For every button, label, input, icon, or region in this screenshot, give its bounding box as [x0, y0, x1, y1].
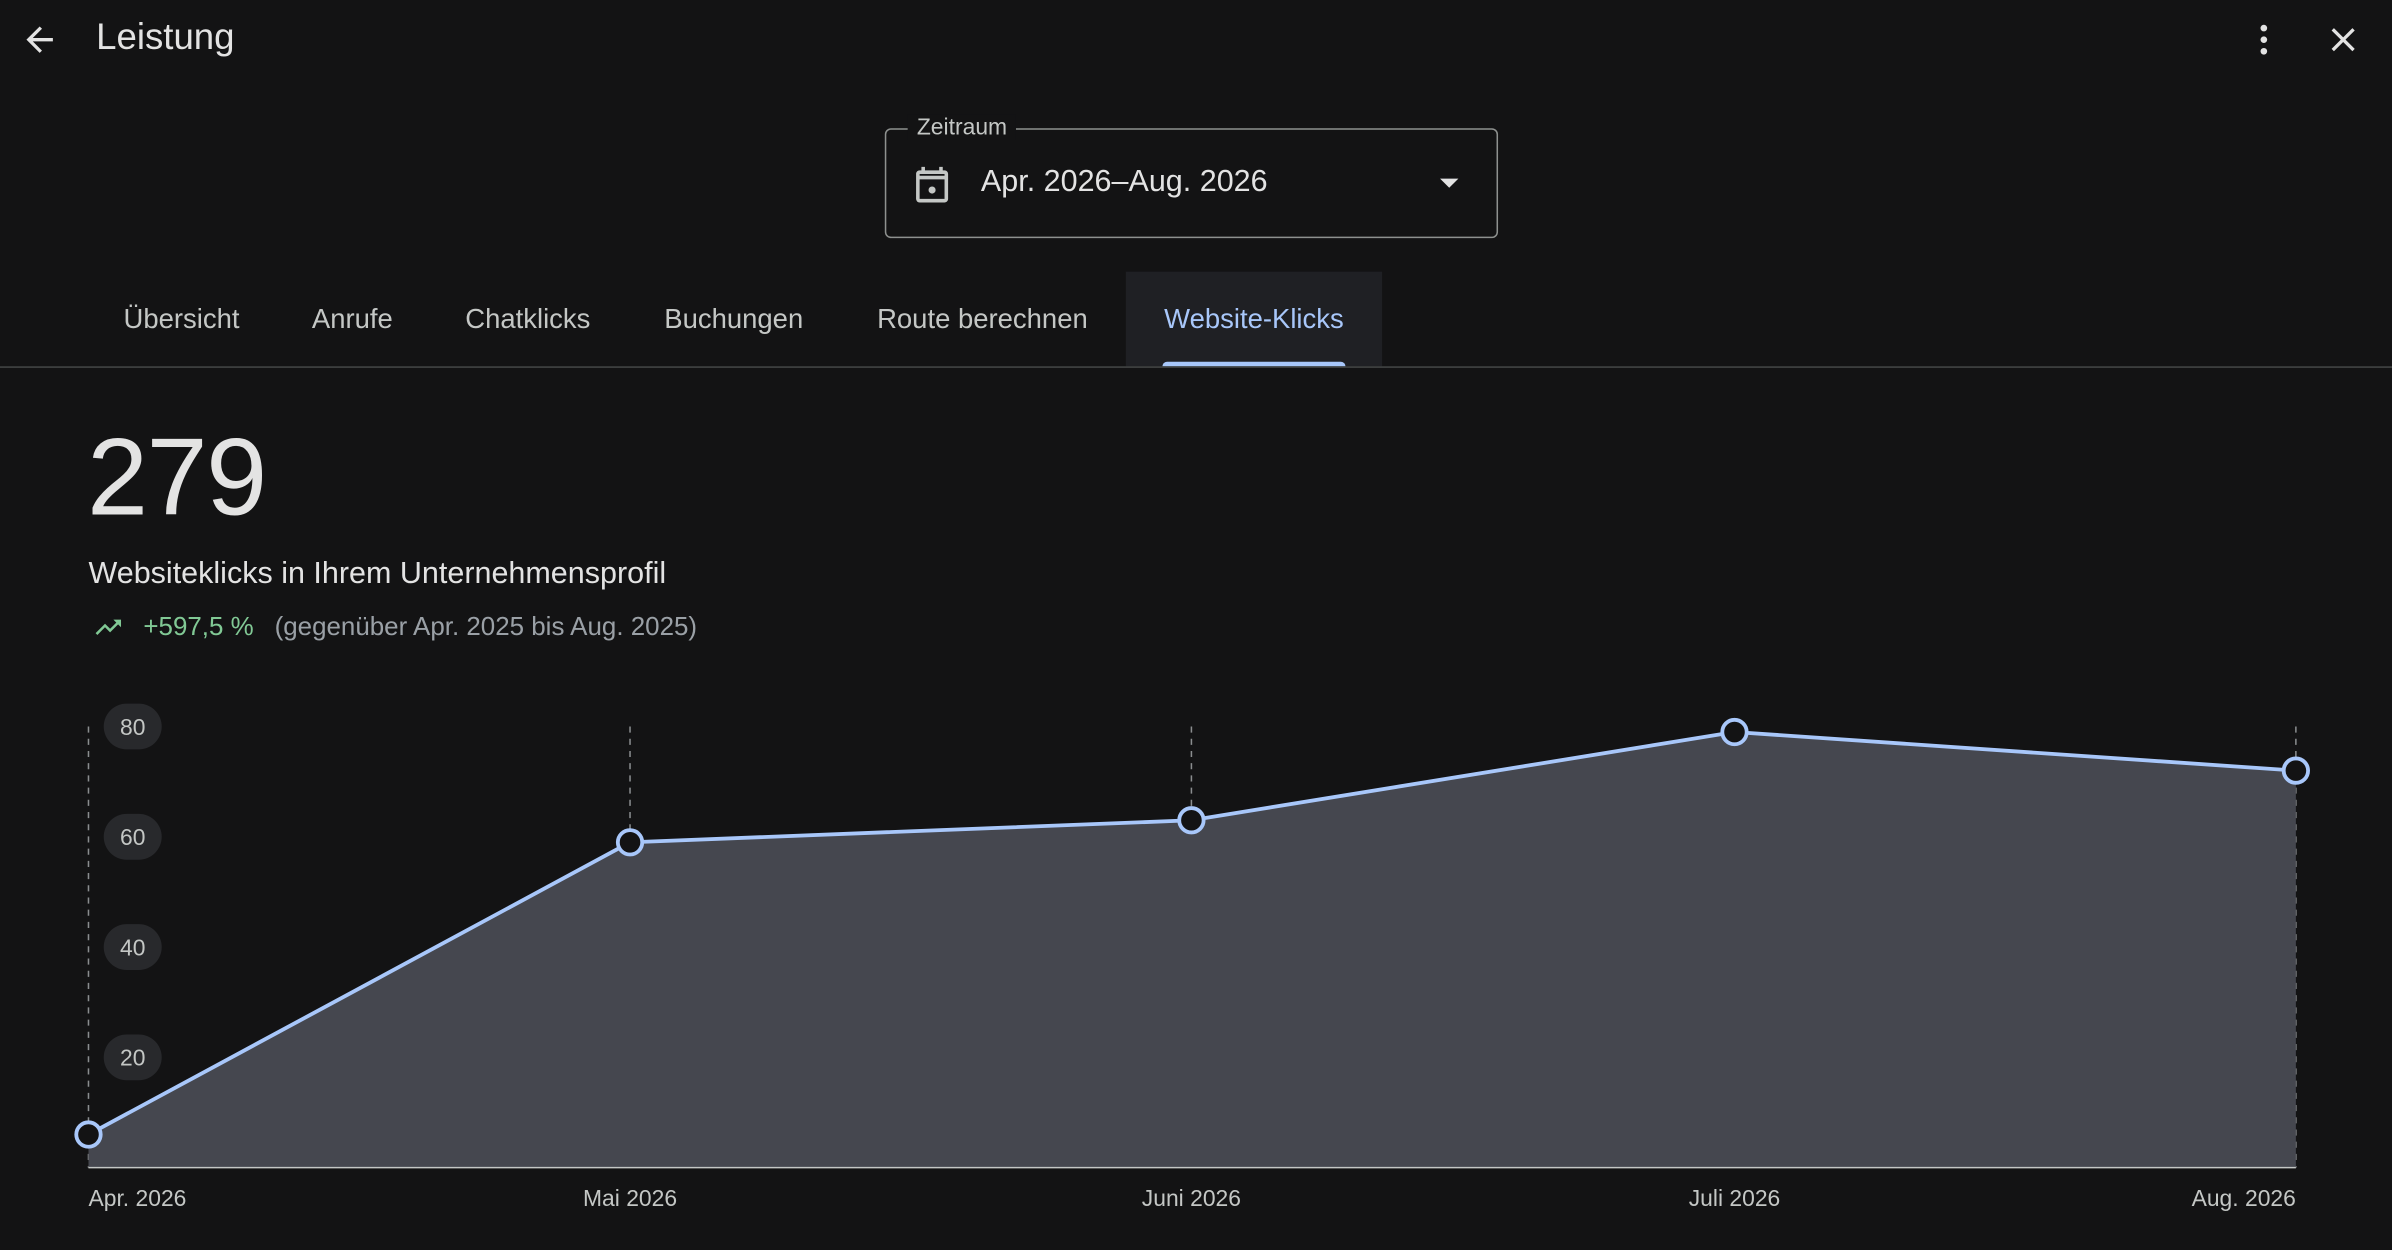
data-point [1177, 806, 1206, 835]
tab-website-clicks[interactable]: Website-Klicks [1125, 271, 1383, 367]
website-clicks-chart: 20 40 60 80 Apr. 2026 Mai 2026 Juni 2026 Juli 2… [74, 703, 2310, 1211]
trend-comparison-period: (gegenüber Apr. 2025 bis Aug. 2025) [274, 612, 698, 642]
tab-bookings[interactable]: Buchungen [664, 303, 804, 335]
page-title: Leistung [96, 16, 235, 58]
date-range-value: Apr. 2026–Aug. 2026 [980, 164, 1268, 199]
trending-up-icon [95, 619, 122, 635]
trend-percentage: +597,5 % [143, 612, 254, 642]
total-clicks-value: 279 [86, 416, 267, 539]
tab-bar: Übersicht Anrufe Chatklicks Buchungen Ro… [0, 271, 2392, 368]
back-button[interactable] [15, 15, 64, 64]
data-point [2281, 756, 2310, 785]
y-tick-pill [103, 703, 162, 750]
tab-calls[interactable]: Anrufe [311, 303, 393, 335]
active-tab-indicator [1162, 361, 1346, 367]
data-point [1720, 717, 1749, 747]
x-tick-label: Aug. 2026 [2192, 1185, 2296, 1211]
data-point [615, 828, 645, 857]
arrow-back-icon [26, 26, 53, 53]
y-tick-label: 40 [120, 934, 145, 960]
x-tick-label: Apr. 2026 [88, 1185, 186, 1211]
y-tick-label: 60 [120, 824, 145, 850]
y-tick-label: 20 [120, 1045, 145, 1071]
calendar-icon [916, 166, 949, 203]
data-point [74, 1120, 103, 1149]
tab-directions[interactable]: Route berechnen [877, 303, 1088, 335]
more-vert-icon [2260, 24, 2268, 55]
area-fill [88, 732, 2296, 1168]
more-options-button[interactable] [2239, 15, 2288, 64]
close-button[interactable] [2319, 15, 2368, 64]
y-tick-pill [103, 813, 162, 860]
total-clicks-caption: Websiteklicks in Ihrem Unternehmensprofi… [88, 557, 667, 591]
x-tick-label: Juni 2026 [1142, 1185, 1241, 1211]
x-tick-label: Mai 2026 [583, 1185, 677, 1211]
y-tick-pill [103, 1034, 162, 1081]
dropdown-arrow-icon [1440, 178, 1459, 188]
x-tick-label: Juli 2026 [1689, 1185, 1781, 1211]
tab-overview[interactable]: Übersicht [123, 303, 240, 335]
y-tick-pill [103, 924, 162, 970]
date-range-select[interactable]: Zeitraum Apr. 2026–Aug. 2026 [884, 114, 1499, 239]
y-tick-label: 80 [120, 714, 145, 740]
tabs-divider [0, 366, 2392, 368]
tab-chat-clicks[interactable]: Chatklicks [465, 303, 591, 335]
date-range-label: Zeitraum [907, 114, 1017, 141]
close-icon [2331, 28, 2355, 52]
